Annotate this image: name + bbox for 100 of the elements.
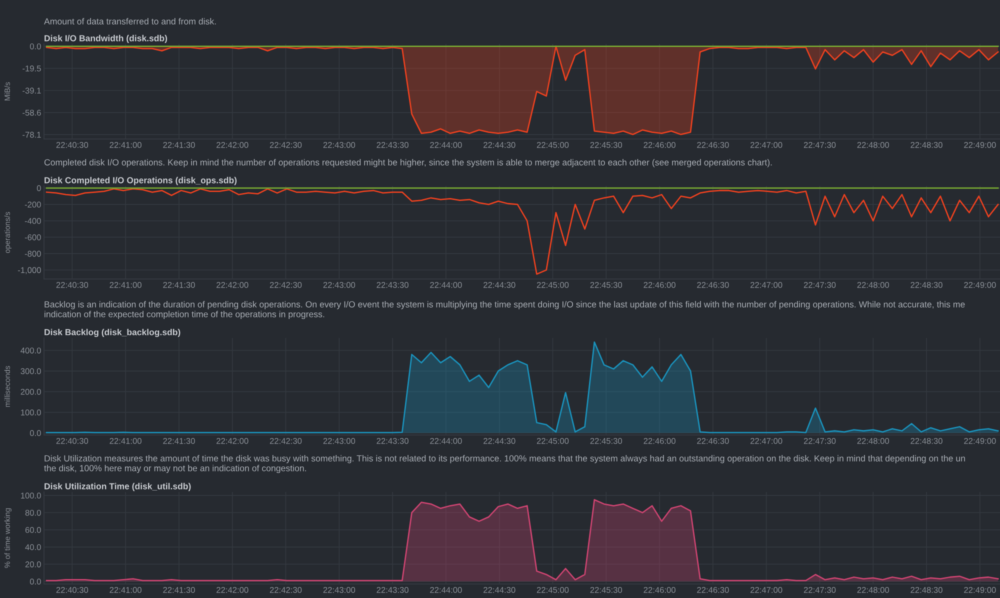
x-tick-label: 22:43:30 <box>376 587 408 593</box>
x-tick-label: 22:40:30 <box>56 142 88 148</box>
x-tick-label: 22:44:00 <box>430 587 462 593</box>
x-tick-label: 22:46:30 <box>697 282 729 288</box>
y-tick-label: 0 <box>36 185 41 192</box>
chart-subtitle: Backlog is an indication of the duration of pending disk operations. On every I/O event the system is multiplying the time spent doing I/O since the last update of this field with the number of pending operations. While not accurate, this me indication of the expected completion time of the operations in progress. <box>44 301 965 320</box>
x-tick-label: 22:47:00 <box>750 438 782 444</box>
chart-title: Disk Completed I/O Operations (disk_ops.sdb) <box>44 176 237 186</box>
x-tick-label: 22:47:30 <box>804 438 836 444</box>
x-tick-label: 22:45:00 <box>536 142 569 148</box>
x-tick-label: 22:42:30 <box>270 282 302 288</box>
x-tick-label: 22:46:30 <box>697 438 729 444</box>
x-tick-label: 22:40:30 <box>56 587 88 593</box>
y-tick-label: -58.6 <box>22 110 41 116</box>
x-tick-label: 22:49:00 <box>964 142 996 148</box>
y-tick-label: -200 <box>24 202 41 208</box>
x-tick-label: 22:47:30 <box>804 587 836 593</box>
x-tick-label: 22:44:30 <box>484 438 516 444</box>
x-tick-label: 22:47:00 <box>750 282 782 288</box>
y-tick-label: 300.0 <box>20 368 41 374</box>
y-tick-label: -19.5 <box>22 66 41 72</box>
x-tick-label: 22:43:00 <box>323 282 356 288</box>
x-tick-label: 22:46:00 <box>644 282 676 288</box>
x-tick-label: 22:45:00 <box>536 438 569 444</box>
chart-subtitle: Amount of data transferred to and from disk. <box>44 18 216 24</box>
chart-title: Disk Utilization Time (disk_util.sdb) <box>44 482 191 492</box>
x-tick-label: 22:43:00 <box>323 438 356 444</box>
x-tick-label: 22:43:00 <box>323 142 356 148</box>
x-tick-label: 22:46:30 <box>697 587 729 593</box>
y-tick-label: 100.0 <box>21 492 41 499</box>
x-tick-label: 22:48:00 <box>857 282 890 288</box>
x-tick-label: 22:42:30 <box>270 587 302 593</box>
y-tick-label: 400.0 <box>20 348 41 354</box>
y-tick-label: -1,000 <box>18 267 41 274</box>
x-tick-label: 22:45:00 <box>536 282 569 288</box>
y-tick-label: 20.0 <box>25 561 41 568</box>
x-tick-label: 22:45:30 <box>590 282 622 288</box>
x-tick-label: 22:43:30 <box>376 438 408 444</box>
y-tick-label: 100.0 <box>21 410 41 416</box>
x-tick-label: 22:40:30 <box>56 282 88 288</box>
x-tick-label: 22:43:30 <box>376 282 408 288</box>
x-tick-label: 22:43:00 <box>323 587 356 593</box>
x-tick-label: 22:46:00 <box>644 587 676 593</box>
x-tick-label: 22:48:30 <box>910 142 942 148</box>
y-tick-label: 40.0 <box>25 544 41 550</box>
x-tick-label: 22:47:00 <box>750 142 782 148</box>
x-tick-label: 22:45:30 <box>590 142 622 148</box>
x-tick-label: 22:49:00 <box>964 587 996 593</box>
x-tick-label: 22:41:00 <box>110 587 142 593</box>
x-tick-label: 22:41:30 <box>163 587 195 593</box>
x-tick-label: 22:48:00 <box>857 587 890 593</box>
x-tick-label: 22:47:30 <box>804 142 836 148</box>
x-tick-label: 22:44:30 <box>484 587 516 593</box>
y-tick-label: -78.1 <box>22 132 41 138</box>
x-tick-label: 22:42:00 <box>216 282 248 288</box>
x-tick-label: 22:45:30 <box>590 438 622 444</box>
x-tick-label: 22:49:00 <box>964 282 996 288</box>
x-tick-label: 22:47:00 <box>750 587 782 593</box>
y-tick-label: 80.0 <box>25 510 41 516</box>
x-tick-label: 22:42:30 <box>270 438 302 444</box>
y-tick-label: -600 <box>24 234 41 240</box>
x-tick-label: 22:48:30 <box>910 438 942 444</box>
y-tick-label: 0.0 <box>30 43 41 50</box>
x-tick-label: 22:49:00 <box>964 438 996 444</box>
x-tick-label: 22:46:00 <box>644 142 676 148</box>
x-tick-label: 22:42:00 <box>216 438 248 444</box>
y-tick-label: 0.0 <box>30 430 41 436</box>
x-tick-label: 22:41:30 <box>163 282 195 288</box>
x-tick-label: 22:48:30 <box>910 282 942 288</box>
x-tick-label: 22:44:00 <box>430 438 462 444</box>
x-tick-label: 22:41:00 <box>110 282 142 288</box>
x-tick-label: 22:48:30 <box>910 587 942 593</box>
x-tick-label: 22:43:30 <box>376 142 408 148</box>
x-tick-label: 22:42:00 <box>216 587 248 593</box>
chart-subtitle: Completed disk I/O operations. Keep in mind the number of operations requested might be higher, since the system is able to merge adjacent to each other (see merged operations chart). <box>44 159 772 168</box>
x-tick-label: 22:44:30 <box>484 282 516 288</box>
y-tick-label: 0.0 <box>30 578 41 585</box>
chart-title: Disk Backlog (disk_backlog.sdb) <box>44 328 180 338</box>
y-tick-label: -800 <box>24 250 41 257</box>
x-tick-label: 22:44:30 <box>484 142 516 148</box>
y-tick-label: -400 <box>24 218 41 224</box>
x-tick-label: 22:44:00 <box>430 282 462 288</box>
y-tick-label: -39.1 <box>22 88 41 94</box>
x-tick-label: 22:46:30 <box>697 142 729 148</box>
x-tick-label: 22:46:00 <box>644 438 676 444</box>
x-tick-label: 22:40:30 <box>56 438 88 444</box>
x-tick-label: 22:42:00 <box>216 142 248 148</box>
chart-subtitle: Disk Utilization measures the amount of time the disk was busy with something. This is not related to its performance. 100% means that the system always had an outstanding operation on the disk. Keep in mind that depending on the un the disk, 100% here may or may not be an indication of congestion. <box>44 455 965 474</box>
y-tick-label: 60.0 <box>25 527 41 533</box>
x-tick-label: 22:47:30 <box>804 282 836 288</box>
x-tick-label: 22:41:30 <box>163 438 195 444</box>
x-tick-label: 22:41:30 <box>163 142 195 148</box>
x-tick-label: 22:41:00 <box>110 438 142 444</box>
x-tick-label: 22:42:30 <box>270 142 302 148</box>
x-tick-label: 22:45:00 <box>536 587 569 593</box>
x-tick-label: 22:48:00 <box>857 438 890 444</box>
x-tick-label: 22:45:30 <box>590 587 622 593</box>
y-tick-label: 200.0 <box>20 388 41 395</box>
x-tick-label: 22:44:00 <box>430 142 462 148</box>
x-tick-label: 22:48:00 <box>857 142 890 148</box>
